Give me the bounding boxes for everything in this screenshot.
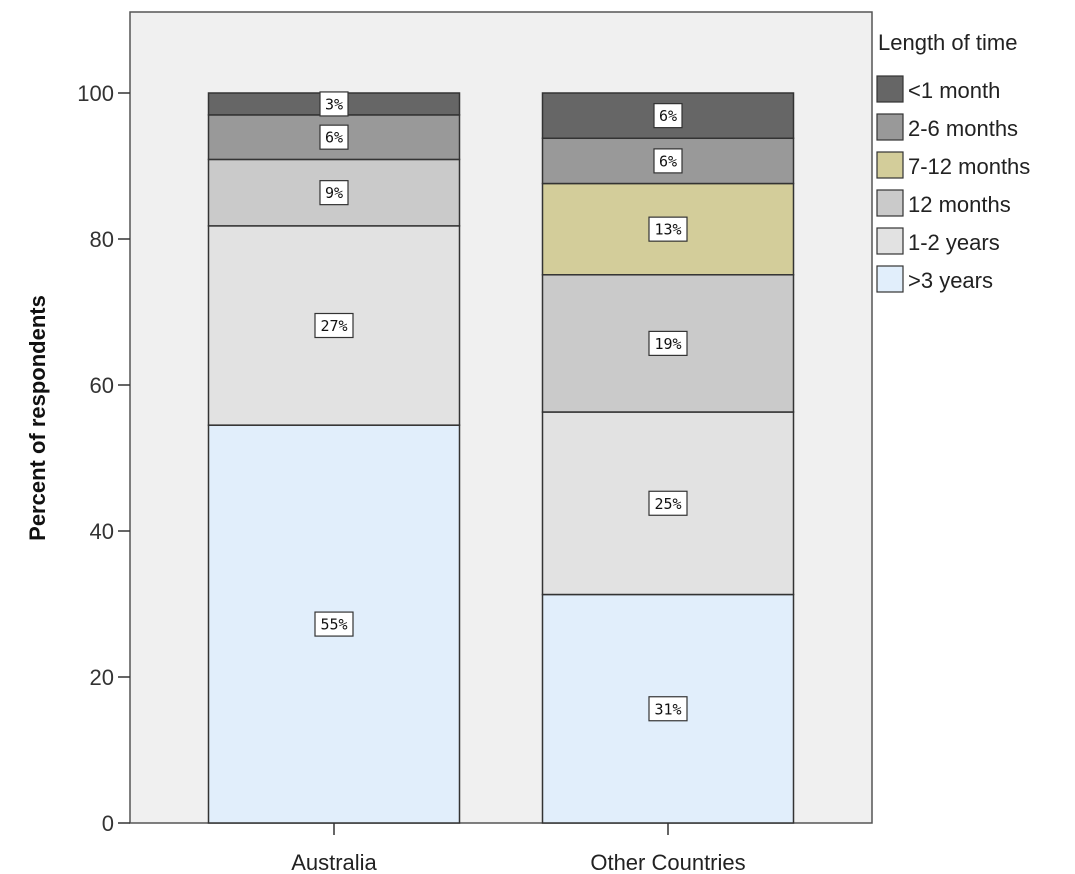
y-tick-label: 40 <box>90 519 114 544</box>
data-label: 6% <box>659 107 677 125</box>
y-tick-label: 100 <box>77 81 114 106</box>
data-label: 9% <box>325 184 343 202</box>
y-tick-label: 20 <box>90 665 114 690</box>
legend-swatch <box>876 227 904 255</box>
legend-entry-label: 1-2 years <box>908 230 1000 255</box>
legend-entry-label: <1 month <box>908 78 1000 103</box>
data-label: 13% <box>654 221 681 239</box>
data-label: 31% <box>654 700 681 718</box>
legend-title: Length of time <box>878 30 1017 55</box>
data-label: 27% <box>320 317 347 335</box>
data-label: 19% <box>654 335 681 353</box>
data-label-box <box>319 91 349 117</box>
data-label: 6% <box>659 152 677 170</box>
legend-swatch <box>876 265 904 293</box>
data-label: 6% <box>325 129 343 147</box>
legend-entry-label: 7-12 months <box>908 154 1030 179</box>
data-label-box <box>653 148 683 174</box>
data-label-box <box>314 611 354 637</box>
data-label-box <box>653 103 683 129</box>
y-tick-label: 0 <box>102 811 114 836</box>
data-label-box <box>319 124 349 150</box>
legend-swatch <box>876 189 904 217</box>
legend-swatch <box>876 113 904 141</box>
legend-entry-label: 2-6 months <box>908 116 1018 141</box>
data-labels-group: 55% 27% 9% 6% 3% 31% 25% 19% 13% 6% 6% <box>314 91 688 722</box>
data-label: 25% <box>654 495 681 513</box>
data-label-box <box>648 216 688 242</box>
data-label: 55% <box>320 616 347 634</box>
x-tick-label: Australia <box>291 850 377 874</box>
y-tick-label: 60 <box>90 373 114 398</box>
legend: Length of time <1 month 2-6 months 7-12 mo… <box>876 30 1030 293</box>
legend-entry-label: >3 years <box>908 268 993 293</box>
data-label-box <box>648 490 688 516</box>
legend-entry-label: 12 months <box>908 192 1011 217</box>
legend-swatch <box>876 75 904 103</box>
y-axis-label: Percent of respondents <box>25 295 50 541</box>
y-tick-label: 80 <box>90 227 114 252</box>
data-label: 3% <box>325 95 343 113</box>
x-tick-label: Other Countries <box>590 850 745 874</box>
data-label-box <box>314 312 354 339</box>
legend-swatch <box>876 151 904 179</box>
data-label-box <box>319 180 349 206</box>
x-axis: Australia Other Countries <box>291 823 746 874</box>
y-axis: 0 20 40 60 80 100 <box>77 81 130 836</box>
data-label-box <box>648 330 688 356</box>
data-label-box <box>648 696 688 722</box>
